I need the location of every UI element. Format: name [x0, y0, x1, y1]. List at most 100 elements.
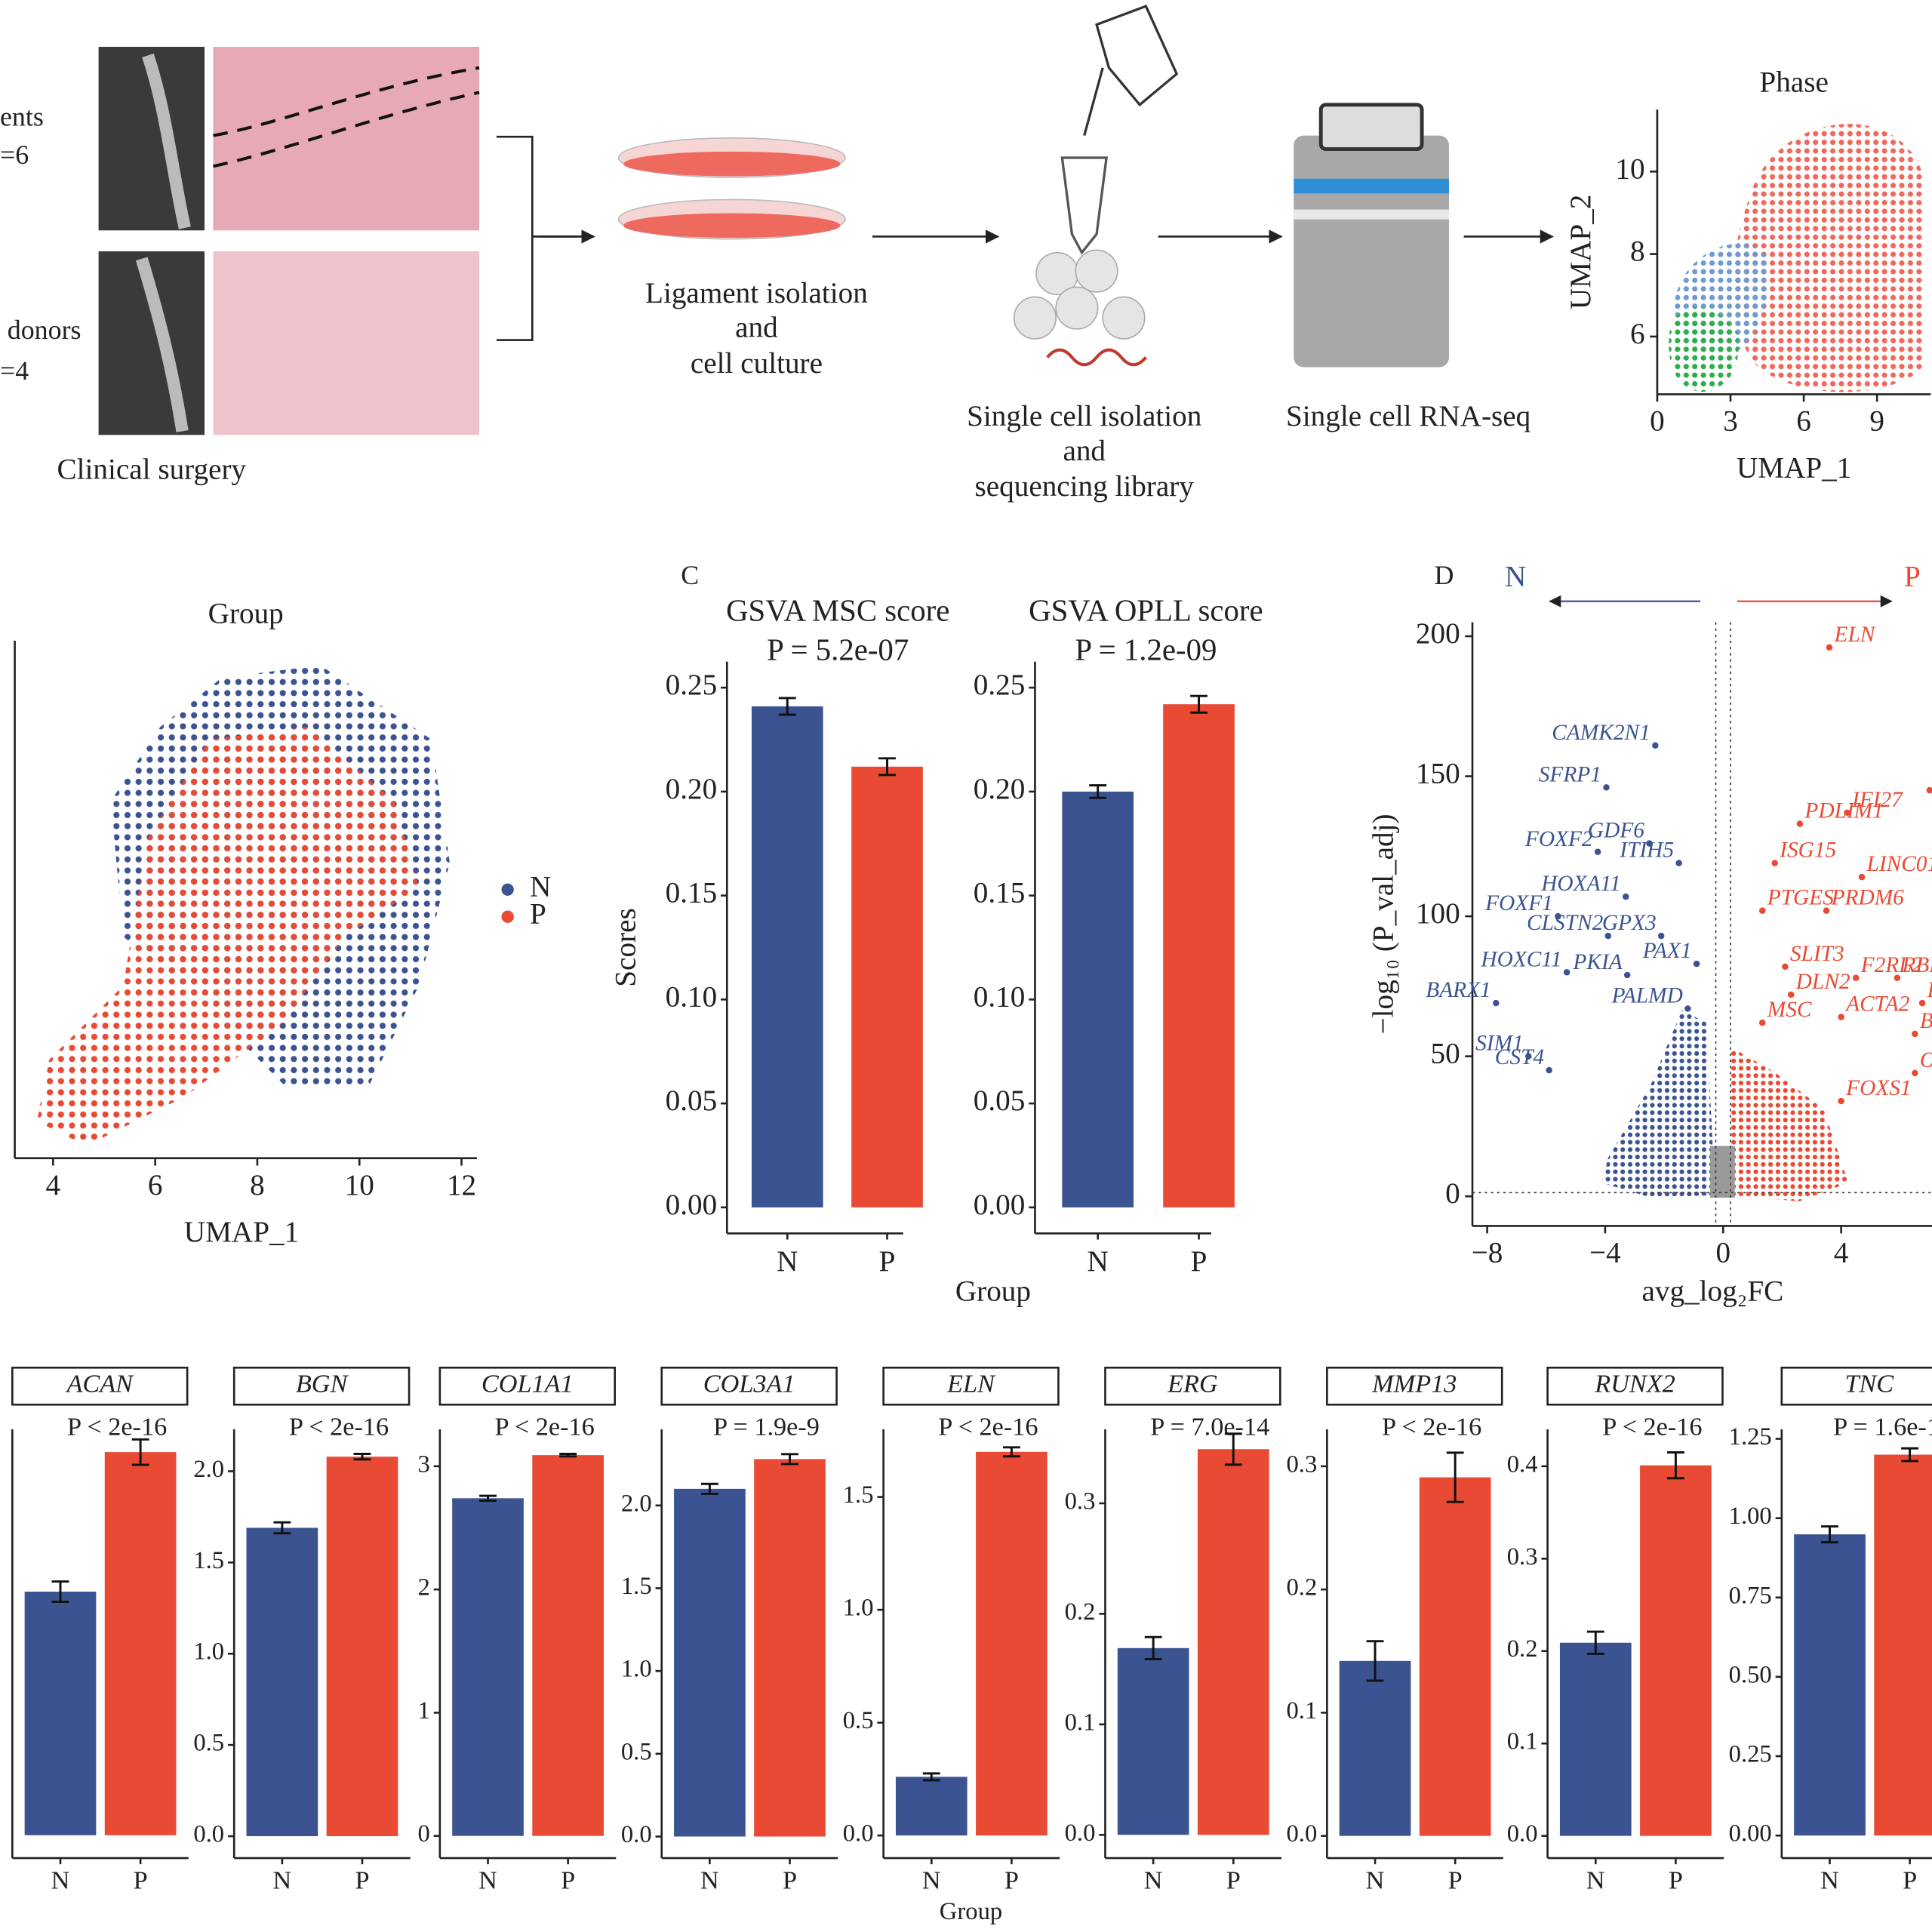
y-tick-label: 0.25	[974, 669, 1026, 701]
x-tick-label: 4	[1834, 1237, 1849, 1269]
gene-label: CST4	[1495, 1045, 1545, 1069]
gene-label: F2RL2	[1860, 953, 1923, 977]
gene-label: PALMD	[1611, 984, 1683, 1008]
bar	[326, 1457, 398, 1837]
step-label: Clinical surgery	[57, 453, 247, 485]
panel-a-art	[98, 5, 1554, 435]
y-tick-label: 1.0	[843, 1595, 874, 1622]
y-tick-label: 0.2	[1286, 1574, 1317, 1601]
x-axis-label: Group	[955, 1275, 1031, 1307]
x-tick-label: N	[1820, 1866, 1839, 1895]
y-tick-label: 0.1	[1286, 1697, 1317, 1724]
gene-point	[1759, 1019, 1766, 1026]
step-label: cell culture	[691, 347, 823, 380]
gene-label: CLSTN2	[1527, 911, 1604, 935]
gene-label: GDF6	[1588, 819, 1644, 843]
x-tick-label: P	[1669, 1866, 1683, 1895]
y-tick-label: 0.3	[1065, 1487, 1096, 1515]
bar	[674, 1488, 746, 1837]
cell-cloud	[36, 727, 420, 1146]
gene-point	[1652, 742, 1659, 749]
error-bar	[922, 1772, 940, 1782]
bar	[1874, 1454, 1932, 1836]
group-count: =4	[0, 355, 29, 386]
x-tick-label: N	[478, 1866, 497, 1895]
y-tick-label: 1.25	[1729, 1423, 1772, 1451]
x-tick-label: 9	[1869, 405, 1884, 438]
x-axis-label: avg_log₂FC	[1641, 1275, 1783, 1307]
chart-subtitle: P = 7.0e-14	[1150, 1413, 1269, 1441]
y-tick-label: 0.2	[1507, 1635, 1538, 1663]
gene-label: GPX3	[1602, 911, 1657, 935]
legend-swatch	[501, 883, 514, 896]
y-tick-label: 0.50	[1729, 1661, 1772, 1688]
bar	[754, 1459, 826, 1837]
cell	[1075, 249, 1118, 293]
y-tick-label: 1.5	[621, 1573, 652, 1600]
gene-label: FOXF2	[1524, 827, 1593, 851]
step-label: Single cell isolation	[967, 400, 1201, 432]
y-tick-label: 0.5	[843, 1707, 874, 1734]
error-bar	[1446, 1451, 1464, 1503]
gene-point	[1926, 786, 1932, 794]
gene-point	[1646, 840, 1653, 847]
x-tick-label: 6	[1796, 405, 1811, 438]
bar	[1640, 1465, 1712, 1836]
y-tick-label: 8	[1630, 235, 1645, 268]
chart-title: COL3A1	[703, 1370, 795, 1398]
dish-medium	[623, 151, 841, 177]
gene-label: DLN2	[1795, 970, 1850, 994]
error-bar	[700, 1482, 718, 1495]
facet-strip	[438, 1366, 616, 1406]
x-tick-label: P	[1448, 1866, 1463, 1895]
gene-point	[1759, 907, 1766, 914]
x-tick-label: N	[1586, 1866, 1605, 1895]
y-tick-label: 1.5	[843, 1481, 874, 1509]
gene-label: ISG15	[1779, 838, 1836, 863]
bar	[104, 1452, 177, 1835]
y-tick-label: 1.00	[1729, 1503, 1772, 1530]
chart-title: TNC	[1844, 1370, 1894, 1398]
y-tick-label: 0.0	[1065, 1820, 1096, 1847]
cell-cloud	[1669, 307, 1739, 392]
gene-label: EPHA	[1927, 978, 1932, 1002]
x-axis-label: UMAP_1	[1737, 452, 1851, 485]
gene-point	[1546, 1066, 1552, 1074]
gene-label: PTGES	[1767, 886, 1834, 910]
dna	[1046, 348, 1147, 367]
facet-strip	[1326, 1366, 1503, 1406]
step-label: and	[735, 312, 778, 344]
bar	[1197, 1449, 1269, 1835]
y-tick-label: 0.1	[1507, 1728, 1538, 1755]
chart-title: BGN	[296, 1370, 349, 1398]
x-tick-label: N	[1144, 1866, 1163, 1895]
gene-point	[1603, 784, 1610, 791]
gene-point	[1623, 893, 1629, 900]
y-tick-label: 10	[1615, 152, 1644, 185]
gene-label: CAMK2N1	[1552, 721, 1651, 745]
y-tick-label: 0.15	[666, 877, 718, 909]
legend-label: P	[530, 898, 546, 931]
facet-strip	[882, 1366, 1060, 1406]
y-tick-label: 1.5	[193, 1547, 224, 1574]
bar	[24, 1592, 97, 1835]
gene-label: OAS	[1920, 1048, 1932, 1072]
y-tick-label: 0.3	[1286, 1451, 1317, 1478]
y-tick-label: 0.10	[666, 980, 718, 1013]
x-tick-label: 0	[1715, 1237, 1730, 1269]
error-bar	[559, 1453, 577, 1458]
error-bar	[273, 1521, 291, 1535]
chart-subtitle: P = 5.2e-07	[767, 633, 909, 667]
y-tick-label: 200	[1416, 617, 1460, 650]
gene-point	[1563, 969, 1571, 976]
facet-strip	[11, 1366, 189, 1406]
gene-point	[1852, 974, 1860, 981]
step-label: sequencing library	[975, 470, 1195, 503]
error-bar	[1190, 694, 1208, 714]
gene-point	[1675, 860, 1682, 866]
gene-label: BST	[1920, 1009, 1932, 1033]
cell	[1013, 296, 1057, 340]
y-tick-label: 0.05	[974, 1084, 1026, 1117]
y-tick-label: 0.2	[1065, 1598, 1096, 1626]
